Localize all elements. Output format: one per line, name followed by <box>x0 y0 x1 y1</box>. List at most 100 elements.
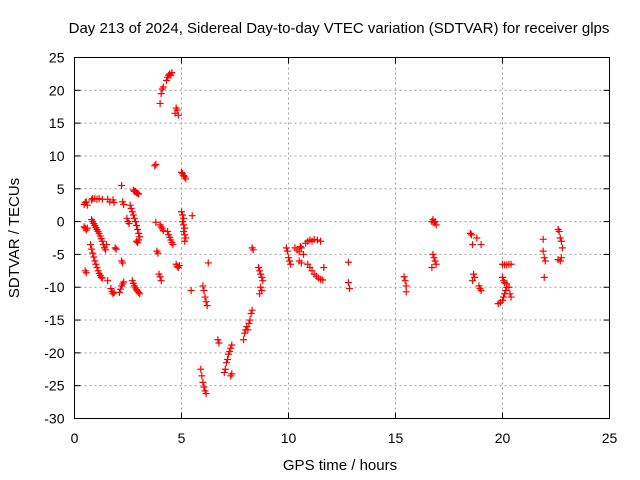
y-tick-label: 10 <box>49 148 65 164</box>
plot-frame <box>74 57 610 419</box>
data-point <box>91 257 99 265</box>
data-point <box>477 287 485 295</box>
data-point <box>168 69 176 77</box>
data-point <box>541 257 549 265</box>
data-point <box>297 244 305 252</box>
data-point <box>89 249 97 257</box>
data-point <box>540 273 548 281</box>
y-tick-label: -5 <box>52 246 65 262</box>
data-point <box>151 162 159 170</box>
data-point <box>257 283 265 291</box>
data-point <box>286 257 294 265</box>
x-tick-label: 20 <box>495 430 511 446</box>
data-point <box>129 211 137 219</box>
data-point <box>112 245 120 253</box>
data-point <box>135 190 143 198</box>
data-point <box>282 244 290 252</box>
data-point <box>157 277 165 285</box>
chart-title: Day 213 of 2024, Sidereal Day-to-day VTE… <box>69 20 610 37</box>
y-tick-label: -25 <box>44 378 64 394</box>
data-point <box>135 288 143 296</box>
data-point <box>187 287 195 295</box>
data-point <box>319 276 327 284</box>
data-point <box>257 270 265 278</box>
data-point <box>310 235 318 243</box>
data-point <box>98 274 106 282</box>
data-point <box>98 237 106 245</box>
data-point <box>240 336 248 344</box>
data-point <box>204 259 212 267</box>
data-point <box>181 237 189 245</box>
data-point <box>163 76 171 84</box>
y-tick-label: 20 <box>49 82 65 98</box>
y-tick-label: -15 <box>44 312 64 328</box>
data-point <box>256 267 264 275</box>
data-point <box>178 208 185 216</box>
data-point <box>244 326 252 334</box>
data-point <box>214 336 222 344</box>
data-point <box>203 302 211 310</box>
data-point <box>118 181 126 189</box>
data-point <box>125 220 133 228</box>
data-point <box>344 258 352 266</box>
data-point <box>198 372 206 380</box>
data-point <box>95 195 103 203</box>
y-tick-label: 15 <box>49 115 65 131</box>
data-point <box>164 227 172 235</box>
x-tick-label: 0 <box>71 430 79 446</box>
data-point <box>181 224 189 232</box>
data-point <box>117 285 125 293</box>
data-point <box>169 241 177 249</box>
x-tick-label: 5 <box>178 430 186 446</box>
y-tick-label: -20 <box>44 345 64 361</box>
data-point <box>428 264 436 272</box>
data-point <box>507 293 515 301</box>
data-point <box>93 264 101 272</box>
data-point <box>134 189 142 197</box>
data-point <box>120 278 128 286</box>
data-point <box>296 243 304 251</box>
data-point <box>199 378 207 386</box>
data-point <box>97 273 105 281</box>
data-point <box>224 355 232 363</box>
data-point <box>256 290 264 298</box>
y-tick-label: 5 <box>57 181 65 197</box>
data-point <box>134 239 142 247</box>
data-point <box>320 264 328 272</box>
data-point <box>285 254 292 262</box>
data-point <box>221 365 229 373</box>
data-point <box>245 319 253 327</box>
data-point <box>469 277 477 285</box>
data-point <box>152 160 160 168</box>
data-point <box>502 287 510 295</box>
data-point <box>136 290 144 298</box>
data-point <box>134 225 142 233</box>
data-point <box>317 237 325 245</box>
data-point <box>120 201 128 209</box>
data-point <box>197 365 205 373</box>
data-point <box>299 250 307 258</box>
data-point <box>470 270 478 278</box>
axis-ticks <box>74 57 610 419</box>
data-point <box>505 283 513 291</box>
data-point <box>473 234 481 242</box>
data-point <box>344 279 352 287</box>
data-point <box>87 241 95 249</box>
data-point <box>107 285 115 293</box>
data-point <box>119 259 127 267</box>
data-point <box>182 234 190 242</box>
data-point <box>156 273 164 281</box>
data-point <box>539 235 547 243</box>
data-point <box>258 273 266 281</box>
data-point <box>102 246 110 254</box>
data-point <box>135 229 143 237</box>
data-point <box>90 253 98 261</box>
data-point <box>109 290 117 298</box>
y-tick-label: 0 <box>57 214 65 230</box>
data-point <box>228 341 236 349</box>
data-point <box>500 293 508 301</box>
data-point <box>297 259 305 267</box>
data-point <box>558 244 566 252</box>
data-point <box>179 211 187 219</box>
data-point <box>402 282 410 290</box>
